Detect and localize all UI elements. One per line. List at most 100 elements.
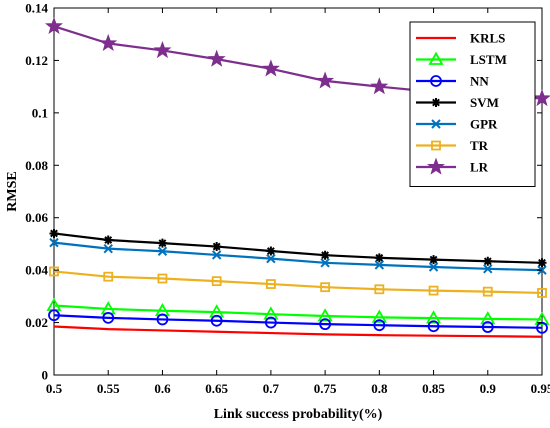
x-tick-label: 0.8 bbox=[371, 381, 388, 396]
data-point-tr bbox=[211, 276, 222, 287]
legend-label: TR bbox=[470, 138, 489, 153]
x-tick-label: 0.9 bbox=[480, 381, 497, 396]
data-point-lr bbox=[44, 16, 64, 35]
x-tick-label: 0.95 bbox=[531, 381, 550, 396]
data-point-svm bbox=[266, 246, 276, 256]
data-point-gpr bbox=[49, 237, 59, 248]
legend-item-gpr: GPR bbox=[416, 117, 498, 132]
data-point-lr bbox=[532, 88, 550, 107]
data-point-gpr bbox=[266, 253, 276, 264]
data-point-tr bbox=[482, 286, 493, 297]
data-point-tr bbox=[428, 285, 439, 296]
y-tick-label: 0 bbox=[42, 368, 49, 383]
y-tick-label: 0.12 bbox=[25, 53, 48, 68]
data-point-nn bbox=[481, 321, 494, 333]
legend-label: GPR bbox=[470, 117, 498, 132]
y-axis-label: RMSE bbox=[5, 171, 20, 211]
data-point-svm bbox=[49, 228, 59, 238]
data-point-gpr bbox=[320, 258, 330, 268]
data-point-svm bbox=[157, 238, 167, 248]
data-point-lstm bbox=[371, 309, 387, 323]
data-point-tr bbox=[374, 284, 385, 295]
data-point-svm bbox=[374, 253, 384, 263]
data-point-lr bbox=[153, 41, 172, 59]
legend-marker bbox=[431, 140, 441, 151]
legend-label: NN bbox=[470, 74, 489, 89]
data-point-nn bbox=[427, 320, 440, 333]
data-point-lr bbox=[316, 71, 335, 89]
data-point-lstm bbox=[317, 308, 333, 322]
series-tr bbox=[49, 266, 547, 298]
series-line-svm bbox=[53, 232, 543, 264]
legend-item-lr: LR bbox=[416, 157, 489, 175]
legend-item-nn: NN bbox=[416, 74, 489, 89]
data-point-gpr bbox=[211, 250, 222, 260]
x-tick-label: 0.65 bbox=[205, 381, 228, 396]
legend-item-svm: SVM bbox=[416, 95, 499, 110]
data-point-nn bbox=[102, 311, 115, 324]
data-point-nn bbox=[264, 316, 277, 329]
series-lstm bbox=[46, 297, 550, 325]
legend-item-lstm: LSTM bbox=[416, 51, 507, 67]
data-point-nn bbox=[373, 319, 386, 332]
legend-label: LR bbox=[470, 160, 489, 175]
data-point-svm bbox=[483, 256, 493, 266]
data-point-svm bbox=[103, 235, 113, 245]
data-point-lstm bbox=[480, 311, 496, 325]
series-line-krls bbox=[53, 325, 543, 338]
legend-marker bbox=[428, 51, 444, 65]
x-tick-label: 0.85 bbox=[422, 381, 445, 396]
series-line-gpr bbox=[53, 241, 543, 272]
data-point-gpr bbox=[103, 243, 113, 254]
data-point-tr bbox=[103, 271, 114, 282]
data-point-lr bbox=[370, 77, 389, 95]
series-line-tr bbox=[53, 270, 543, 295]
data-point-gpr bbox=[374, 260, 385, 270]
data-point-lstm bbox=[426, 310, 442, 324]
data-point-gpr bbox=[428, 262, 439, 272]
series-krls bbox=[53, 325, 543, 338]
series-gpr bbox=[49, 237, 547, 275]
legend-marker bbox=[426, 157, 446, 175]
data-point-lstm bbox=[263, 306, 279, 320]
data-point-gpr bbox=[483, 264, 493, 274]
legend-label: KRLS bbox=[470, 31, 505, 46]
data-point-svm bbox=[320, 250, 330, 260]
data-point-svm bbox=[212, 242, 222, 252]
series-line-nn bbox=[53, 314, 543, 329]
x-tick-label: 0.75 bbox=[314, 381, 337, 396]
data-point-nn bbox=[48, 309, 60, 322]
y-tick-label: 0.02 bbox=[25, 315, 48, 330]
data-point-lr bbox=[99, 33, 118, 52]
legend-label: LSTM bbox=[470, 52, 507, 67]
data-point-gpr bbox=[157, 246, 168, 256]
data-point-tr bbox=[49, 266, 59, 277]
x-tick-label: 0.6 bbox=[154, 381, 171, 396]
y-tick-label: 0.06 bbox=[25, 210, 48, 225]
legend-marker bbox=[431, 119, 441, 129]
series-svm bbox=[49, 228, 547, 268]
legend-item-tr: TR bbox=[416, 138, 489, 153]
data-point-nn bbox=[210, 314, 223, 327]
data-point-tr bbox=[157, 273, 168, 284]
data-point-svm bbox=[429, 255, 439, 265]
legend-item-krls: KRLS bbox=[416, 31, 505, 46]
data-point-svm bbox=[537, 258, 547, 268]
y-tick-label: 0.08 bbox=[25, 158, 48, 173]
x-tick-label: 0.7 bbox=[263, 381, 280, 396]
data-point-lr bbox=[261, 59, 280, 77]
data-point-tr bbox=[265, 279, 276, 289]
data-point-tr bbox=[320, 282, 331, 293]
legend-box bbox=[409, 21, 536, 187]
legend-marker bbox=[430, 75, 442, 87]
series-line-lstm bbox=[53, 304, 543, 321]
x-tick-label: 0.55 bbox=[97, 381, 120, 396]
data-point-lr bbox=[207, 49, 226, 67]
data-point-tr bbox=[537, 288, 547, 298]
legend-label: SVM bbox=[470, 95, 499, 110]
data-point-nn bbox=[319, 318, 332, 331]
y-tick-label: 0.04 bbox=[25, 263, 48, 278]
y-tick-label: 0.1 bbox=[32, 105, 48, 120]
x-tick-label: 0.5 bbox=[46, 381, 63, 396]
